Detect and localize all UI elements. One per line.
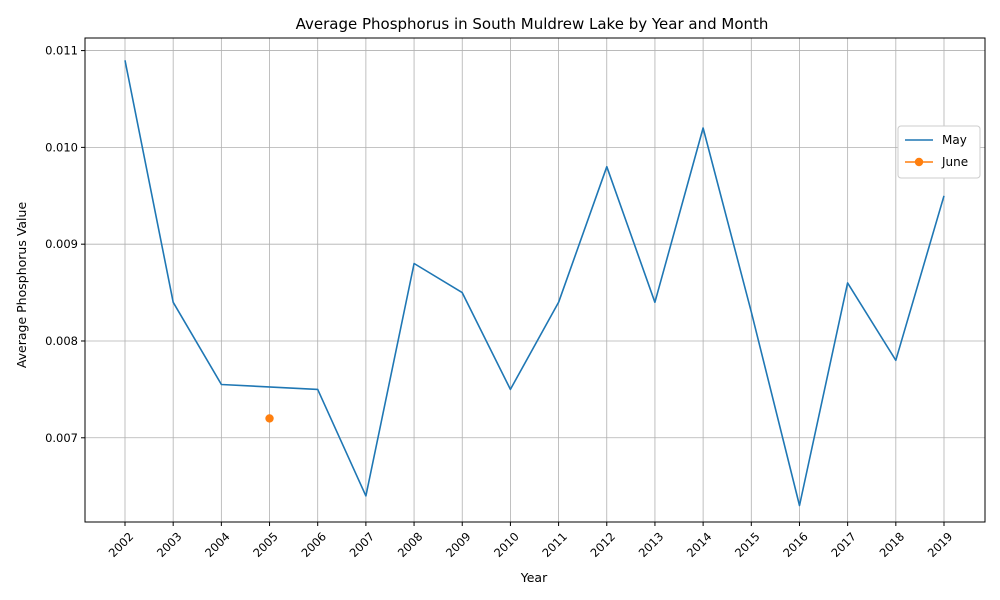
series-may bbox=[124, 59, 945, 507]
series-layer bbox=[124, 59, 945, 507]
data-point bbox=[365, 495, 367, 497]
y-axis-label: Average Phosphorus Value bbox=[14, 202, 29, 369]
x-axis-label: Year bbox=[520, 570, 548, 585]
legend-marker bbox=[914, 157, 924, 167]
data-point bbox=[895, 360, 897, 362]
legend-label: June bbox=[941, 155, 968, 169]
y-tick-label: 0.007 bbox=[45, 431, 78, 445]
data-point bbox=[172, 301, 174, 303]
data-point bbox=[461, 292, 463, 294]
data-point bbox=[606, 166, 608, 168]
data-point bbox=[124, 59, 126, 61]
chart-title: Average Phosphorus in South Muldrew Lake… bbox=[296, 15, 769, 33]
legend-entry-may: May bbox=[905, 133, 967, 147]
data-point bbox=[702, 127, 704, 129]
data-point bbox=[558, 301, 560, 303]
data-point bbox=[847, 282, 849, 284]
grid-lines bbox=[85, 38, 985, 522]
data-point bbox=[317, 389, 319, 391]
series-line-may bbox=[124, 60, 945, 507]
y-tick-label: 0.010 bbox=[45, 140, 78, 154]
plot-frame bbox=[84, 37, 986, 523]
series-june bbox=[265, 414, 274, 423]
y-tick-label: 0.008 bbox=[45, 334, 78, 348]
data-point bbox=[799, 505, 801, 507]
data-point bbox=[510, 389, 512, 391]
y-tick-label: 0.011 bbox=[45, 44, 78, 58]
data-point bbox=[221, 384, 223, 386]
legend-entry-june: June bbox=[905, 155, 968, 169]
data-point bbox=[750, 311, 752, 313]
data-point bbox=[943, 195, 945, 197]
legend: May June bbox=[897, 125, 981, 179]
legend-box bbox=[897, 125, 981, 179]
data-point bbox=[265, 414, 274, 423]
data-point bbox=[654, 301, 656, 303]
data-point bbox=[413, 263, 415, 265]
legend-label: May bbox=[942, 133, 967, 147]
y-tick-label: 0.009 bbox=[45, 237, 78, 251]
